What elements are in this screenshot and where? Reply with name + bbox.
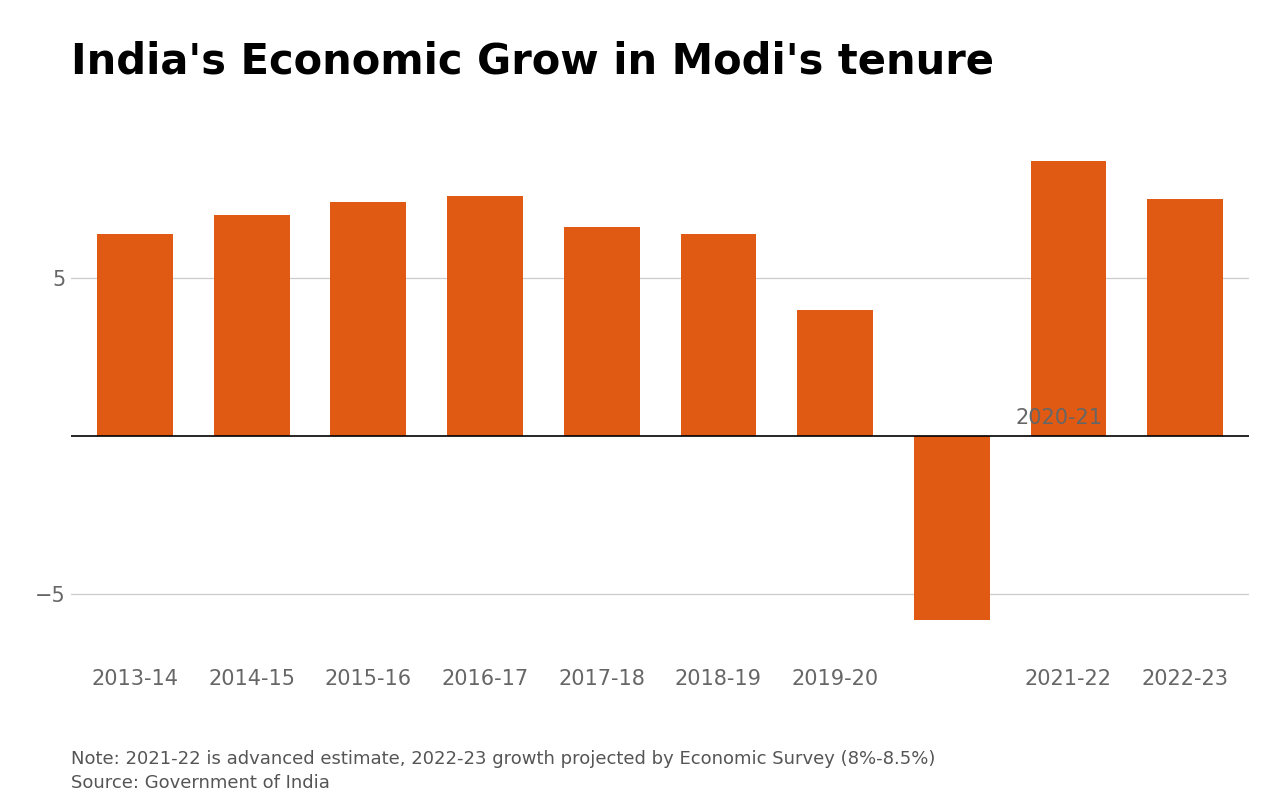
Bar bbox=[97, 234, 173, 436]
Text: 2020-21: 2020-21 bbox=[1016, 408, 1103, 428]
Bar bbox=[680, 234, 756, 436]
Bar bbox=[564, 227, 640, 436]
Bar bbox=[214, 214, 290, 436]
Bar bbox=[331, 202, 406, 436]
Bar bbox=[447, 196, 523, 436]
Text: Source: Government of India: Source: Government of India bbox=[71, 774, 330, 792]
Bar bbox=[1148, 199, 1224, 436]
Bar bbox=[1030, 161, 1106, 436]
Bar bbox=[797, 310, 873, 436]
Text: Note: 2021-22 is advanced estimate, 2022-23 growth projected by Economic Survey : Note: 2021-22 is advanced estimate, 2022… bbox=[71, 750, 935, 768]
Text: India's Economic Grow in Modi's tenure: India's Economic Grow in Modi's tenure bbox=[71, 41, 994, 82]
Bar bbox=[914, 436, 989, 620]
